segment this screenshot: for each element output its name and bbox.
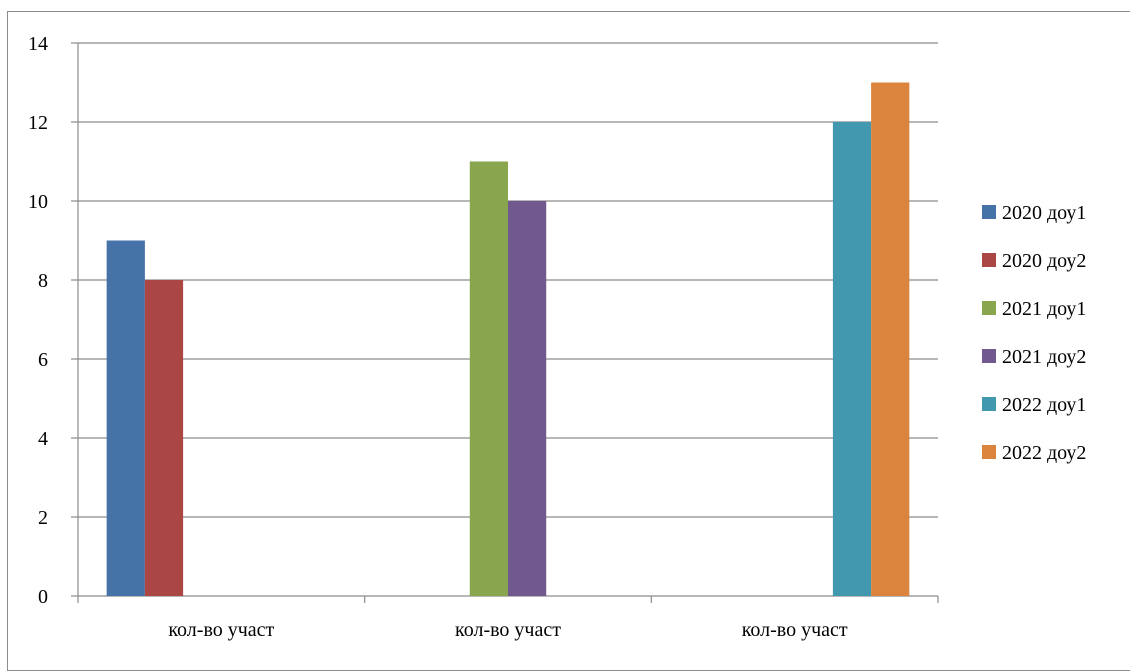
y-tick-label: 12 [28,112,48,134]
y-tick-label: 2 [38,507,48,529]
legend-swatch [982,205,996,219]
legend-label: 2022 доу1 [1002,394,1086,416]
legend-label: 2020 доу1 [1002,202,1086,224]
bar [144,280,184,596]
x-category-label: кол-во участ [742,619,848,641]
y-tick-label: 14 [28,33,48,55]
legend-swatch [982,349,996,363]
legend-label: 2021 доу2 [1002,346,1086,368]
bar [106,240,145,596]
y-tick-label: 0 [38,586,48,608]
legend-label: 2021 доу1 [1002,298,1086,320]
legend-swatch [982,253,996,267]
y-tick-label: 8 [38,270,48,292]
chart-frame [7,11,1130,671]
legend-swatch [982,301,996,315]
bar [469,161,508,596]
bar [508,201,547,596]
x-category-label: кол-во участ [168,619,274,641]
bar [871,82,910,596]
legend-label: 2022 доу2 [1002,442,1086,464]
y-tick-label: 4 [38,428,48,450]
bar [832,122,872,596]
y-tick-label: 10 [28,191,48,213]
legend-swatch [982,397,996,411]
x-category-label: кол-во участ [455,619,561,641]
y-tick-label: 6 [38,349,48,371]
legend-label: 2020 доу2 [1002,250,1086,272]
bar-chart: 0 2 4 6 8 10 12 14 кол-во участ кол-во участ кол-в… [28,33,1086,641]
legend-swatch [982,445,996,459]
